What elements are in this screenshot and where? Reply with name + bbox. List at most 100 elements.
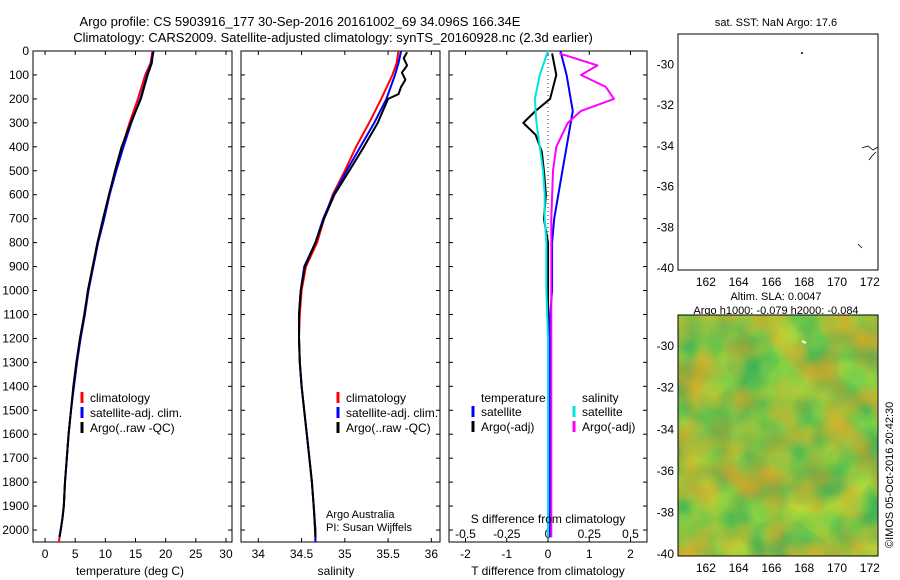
y-tick-label: -36 <box>657 180 675 194</box>
series-line-climatology <box>298 50 400 542</box>
series-line-argo-raw-qc- <box>58 52 154 538</box>
x-tick-label: 172 <box>860 275 880 289</box>
sst-map-title: sat. SST: NaN Argo: 17.6 <box>715 17 837 29</box>
x-tick-label: 0 <box>42 547 49 561</box>
salinity-annotation-line-1: Argo Australia <box>326 509 395 521</box>
x-tick-label: 1 <box>586 547 593 561</box>
legend-label-argo: Argo(..raw -QC) <box>90 421 175 435</box>
y-tick-label: 1100 <box>3 307 29 321</box>
salinity-axis-label: salinity <box>318 564 355 578</box>
y-tick-label: 1900 <box>2 499 29 513</box>
y-tick-label: 2000 <box>2 523 29 537</box>
y-tick-label: 1400 <box>2 379 29 393</box>
salinity-legend: climatology satellite-adj. clim. Argo(..… <box>336 391 438 435</box>
y-tick-label: -32 <box>657 381 675 395</box>
y-tick-label: 1600 <box>2 427 29 441</box>
sla-map-panel <box>677 314 879 557</box>
x-tick-label: -2 <box>460 547 471 561</box>
y-tick-label: -34 <box>657 139 675 153</box>
legend-label-climatology: climatology <box>90 391 150 405</box>
difference-axis-label: T difference from climatology <box>471 564 625 578</box>
header-line-1: Argo profile: CS 5903916_177 30-Sep-2016… <box>80 14 521 29</box>
y-tick-label: 400 <box>9 140 29 154</box>
x-tick-label: 34 <box>252 547 266 561</box>
temperature-legend: climatology satellite-adj. clim. Argo(..… <box>80 391 182 435</box>
legend-label-salinity-satellite: satellite <box>582 405 623 419</box>
series-line-argo-raw-qc- <box>298 51 409 538</box>
x-tick-label: 25 <box>189 547 203 561</box>
y-tick-label: 1700 <box>2 451 29 465</box>
x-tick-label: 172 <box>860 561 880 575</box>
salinity-chart: 34 34.5 35 35.5 36 <box>241 50 440 561</box>
x-tick-label: 164 <box>729 561 749 575</box>
sst-map-coastline <box>857 145 879 249</box>
x-tick-label: 168 <box>794 275 814 289</box>
x-tick-label: 0 <box>545 547 552 561</box>
sla-map-title-line-2: Argo h1000: -0.079 h2000: -0.084 <box>693 305 858 317</box>
x-tick-label: 168 <box>794 561 814 575</box>
difference-legend-salinity: salinity satellite Argo(-adj) <box>572 391 635 434</box>
y-tick-label: 800 <box>9 236 29 250</box>
x-tick-label: 166 <box>761 275 781 289</box>
y-tick-label: -32 <box>657 98 675 112</box>
sst-map-island-dot <box>801 52 803 54</box>
y-tick-label: 600 <box>9 188 29 202</box>
salinity-difference-tick-label: 0.25 <box>578 527 602 541</box>
series-line-climatology <box>57 50 154 543</box>
series-line-satellite-adj-clim- <box>58 50 155 538</box>
x-tick-label: 170 <box>827 275 847 289</box>
temperature-axis-label: temperature (deg C) <box>76 564 184 578</box>
salinity-difference-tick-label: -0.25 <box>493 527 521 541</box>
legend-label-argo: Argo(..raw -QC) <box>346 421 431 435</box>
y-tick-label: 200 <box>9 92 29 106</box>
y-tick-label: 1200 <box>2 331 29 345</box>
series-line-salinity-satellite <box>533 50 549 538</box>
difference-salinity-axis-label: S difference from climatology <box>471 512 626 526</box>
x-tick-label: 5 <box>72 547 79 561</box>
x-tick-label: 2 <box>627 547 634 561</box>
salinity-difference-tick-label: -0.5 <box>455 527 476 541</box>
y-tick-label: 0 <box>22 44 29 58</box>
x-tick-label: 166 <box>761 561 781 575</box>
y-tick-label: -40 <box>657 261 675 275</box>
y-tick-label: -30 <box>657 58 675 72</box>
legend-label-salinity-argo: Argo(-adj) <box>582 420 635 434</box>
x-tick-label: 36 <box>425 547 439 561</box>
sst-map-panel <box>677 33 879 271</box>
y-tick-label: 300 <box>9 116 29 130</box>
y-tick-label: -38 <box>657 505 675 519</box>
y-tick-label: 1800 <box>2 475 29 489</box>
credit-text: ©IMOS 05-Oct-2016 20:42:30 <box>884 402 896 548</box>
y-tick-label: 700 <box>9 212 29 226</box>
x-tick-label: 10 <box>99 547 113 561</box>
legend-label-temperature-argo: Argo(-adj) <box>481 420 534 434</box>
salinity-difference-tick-label: 0.5 <box>622 527 639 541</box>
salinity-panel <box>240 50 441 543</box>
series-line-satellite-adj-clim- <box>298 50 403 542</box>
temperature-chart: 0 5 10 15 20 25 300100200300400500600700800900… <box>2 44 233 561</box>
legend-title-temperature: temperature <box>481 391 546 405</box>
y-tick-label: 1300 <box>2 355 29 369</box>
x-tick-label: 162 <box>696 561 716 575</box>
y-tick-label: -40 <box>657 547 675 561</box>
x-tick-label: 164 <box>729 275 749 289</box>
y-tick-label: 1000 <box>2 284 29 298</box>
y-tick-label: 900 <box>9 260 29 274</box>
temperature-panel <box>32 50 233 543</box>
header-line-2: Climatology: CARS2009. Satellite-adjuste… <box>73 30 593 45</box>
x-tick-label: 162 <box>696 275 716 289</box>
legend-title-salinity: salinity <box>582 391 619 405</box>
legend-label-satellite: satellite-adj. clim. <box>346 406 438 420</box>
series-line-salinity-argo-adj- <box>550 52 615 538</box>
x-tick-label: 30 <box>219 547 233 561</box>
sla-heatmap <box>678 315 878 556</box>
sla-map-title-line-1: Altim. SLA: 0.0047 <box>730 291 821 303</box>
difference-chart: -2 -1 0 1 2-0.5 -0.25 0 0.25 0.5 <box>449 50 647 561</box>
difference-legend-temperature: temperature satellite Argo(-adj) <box>471 391 546 434</box>
y-tick-label: 500 <box>9 164 29 178</box>
series-line-temperature-satellite <box>549 50 574 538</box>
legend-label-satellite: satellite-adj. clim. <box>90 406 182 420</box>
y-tick-label: -30 <box>657 339 675 353</box>
legend-label-climatology: climatology <box>346 391 406 405</box>
